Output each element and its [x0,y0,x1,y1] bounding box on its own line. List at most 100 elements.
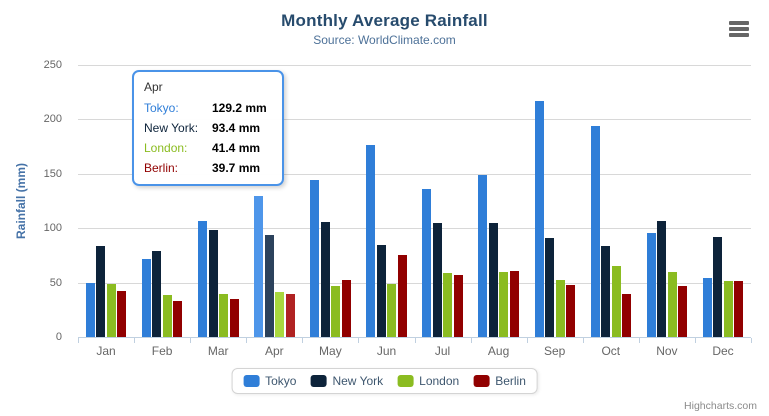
column-berlin-oct[interactable] [622,294,631,337]
tooltip-header: Apr [144,80,163,94]
column-tokyo-jul[interactable] [422,189,432,337]
x-axis-label: Sep [544,344,566,358]
column-new-york-may[interactable] [320,221,330,337]
column-berlin-apr[interactable] [285,293,295,337]
gridline [78,119,751,121]
gridline [78,282,751,284]
legend-item-london[interactable]: London [397,374,459,388]
column-tokyo-oct[interactable] [590,125,600,337]
legend-item-tokyo[interactable]: Tokyo [243,374,296,388]
column-new-york-oct[interactable] [601,246,610,337]
tooltip-row: New York: 93.4 mm [144,118,272,138]
column-london-jun[interactable] [387,284,397,337]
x-axis-tick [526,338,528,343]
column-tokyo-apr[interactable] [254,196,263,337]
x-axis-label: Jan [96,344,116,358]
tooltip-series-label: London: [144,141,188,155]
column-berlin-aug[interactable] [509,271,519,337]
column-berlin-jun[interactable] [397,254,407,337]
column-tokyo-aug[interactable] [478,175,488,337]
column-london-may[interactable] [331,285,341,337]
tooltip-row: Berlin: 39.7 mm [144,158,272,178]
x-axis-tick [414,338,416,343]
x-axis-label: Jun [376,344,397,358]
column-london-apr[interactable] [275,291,284,337]
column-london-feb[interactable] [162,294,172,337]
column-new-york-nov[interactable] [657,220,667,337]
column-berlin-mar[interactable] [229,299,239,337]
tooltip-row: Tokyo: 129.2 mm [144,98,272,118]
column-new-york-apr[interactable] [264,235,274,337]
column-tokyo-jun[interactable] [366,145,376,337]
tooltip-series-label: Tokyo: [144,101,179,115]
column-london-jan[interactable] [106,283,116,337]
column-london-sep[interactable] [555,279,565,337]
column-tokyo-dec[interactable] [702,277,712,337]
x-axis-tick [246,338,248,343]
credits-link[interactable]: Highcharts.com [684,400,757,412]
column-london-jul[interactable] [443,272,453,337]
x-axis-tick [78,338,79,343]
x-axis-tick [582,338,584,343]
column-new-york-jul[interactable] [432,222,442,337]
column-tokyo-feb[interactable] [141,259,151,337]
x-axis-tick [470,338,472,343]
column-new-york-aug[interactable] [488,223,498,337]
x-axis-tick [302,338,304,343]
tooltip-series-label: New York: [144,121,199,135]
column-new-york-dec[interactable] [713,236,723,337]
y-axis-label: 0 [55,331,62,343]
gridline [78,64,751,66]
x-axis-tick [134,338,136,343]
legend-swatch-tokyo [243,375,260,387]
tooltip-row: London: 41.4 mm [144,138,272,158]
x-axis-tick [638,338,640,343]
column-berlin-jul[interactable] [453,274,463,337]
column-berlin-dec[interactable] [734,281,744,337]
tooltip-series-value: 41.4 mm [212,141,261,155]
column-london-oct[interactable] [611,266,621,337]
legend-item-label: Tokyo [265,374,297,388]
column-tokyo-jan[interactable] [85,282,95,337]
column-tokyo-may[interactable] [310,180,320,337]
x-axis-label: Jul [434,344,451,358]
x-axis-line [78,337,751,338]
chart-subtitle: Source: WorldClimate.com [313,33,456,47]
column-tokyo-nov[interactable] [646,232,656,337]
column-tokyo-sep[interactable] [534,101,544,337]
x-axis-tick [751,338,752,343]
column-london-aug[interactable] [499,272,509,337]
tooltip-series-value: 93.4 mm [212,121,261,135]
column-new-york-jan[interactable] [96,246,106,337]
legend-item-new-york[interactable]: New York [310,374,383,388]
tooltip-series-value: 129.2 mm [212,101,267,115]
y-axis-label: 50 [49,276,62,289]
column-berlin-sep[interactable] [566,285,575,337]
gridline [78,173,751,175]
column-berlin-feb[interactable] [173,300,183,337]
hamburger-menu-icon [729,21,751,37]
y-axis-label: 200 [43,113,62,126]
column-berlin-jan[interactable] [117,290,127,337]
column-london-dec[interactable] [723,281,733,337]
tooltip-rows: Tokyo: 129.2 mm New York: 93.4 mm London: 41.… [144,98,272,178]
column-new-york-sep[interactable] [545,237,554,337]
column-berlin-may[interactable] [341,279,351,337]
legend-swatch-london [397,375,414,387]
x-axis-label: Mar [207,344,229,358]
column-new-york-mar[interactable] [208,229,218,337]
legend-swatch-berlin [473,375,490,387]
tooltip-series-value: 39.7 mm [212,161,261,175]
column-london-nov[interactable] [667,272,677,337]
column-new-york-jun[interactable] [376,245,386,337]
column-tokyo-mar[interactable] [198,221,207,337]
x-axis-label: Feb [151,344,173,358]
column-new-york-feb[interactable] [152,251,162,337]
column-berlin-nov[interactable] [678,286,688,337]
chart-title: Monthly Average Rainfall [281,11,488,30]
y-axis-label: 250 [43,58,62,71]
legend: Tokyo New York London Berlin [231,368,538,394]
legend-item-berlin[interactable]: Berlin [473,374,526,388]
export-menu-button[interactable] [727,18,753,42]
column-london-mar[interactable] [219,294,228,337]
